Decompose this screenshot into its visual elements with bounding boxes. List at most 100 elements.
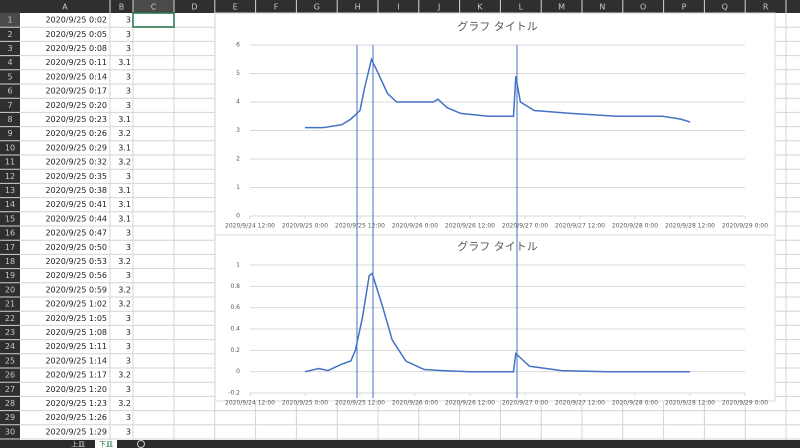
cell: 3: [126, 172, 131, 181]
x-tick-label: 2020/9/26 0:00: [392, 400, 438, 407]
y-tick-label: 0.4: [230, 326, 240, 333]
column-header: K: [477, 3, 483, 12]
row-header: 17: [5, 243, 15, 252]
y-tick-label: 2: [236, 156, 240, 163]
y-tick-label: -0.2: [228, 390, 240, 397]
column-header: A: [62, 3, 68, 12]
cell: 3: [126, 30, 131, 39]
x-tick-label: 2020/9/27 0:00: [502, 400, 548, 407]
cell: 2020/9/25 1:08: [45, 328, 107, 337]
chart-title: グラフ タイトル: [457, 19, 538, 33]
row-header: 10: [5, 143, 15, 152]
cell: 3: [126, 243, 131, 252]
row-header: 1: [7, 16, 12, 25]
y-tick-label: 1: [236, 184, 240, 191]
column-header: I: [397, 3, 399, 12]
cell: 2020/9/25 0:05: [45, 30, 107, 39]
cell: 3: [126, 427, 131, 436]
cell: 2020/9/25 0:56: [45, 271, 107, 280]
row-header: 25: [5, 356, 15, 365]
x-tick-label: 2020/9/25 0:00: [282, 400, 328, 407]
cell: 2020/9/25 1:02: [45, 300, 107, 309]
x-tick-label: 2020/9/26 12:00: [445, 400, 495, 407]
x-tick-label: 2020/9/28 0:00: [612, 400, 658, 407]
cell: 3: [126, 385, 131, 394]
row-header: 26: [5, 371, 15, 380]
x-tick-label: 2020/9/28 0:00: [612, 223, 658, 230]
sheet-tab[interactable]: 上皿: [71, 440, 85, 448]
cell: 3: [126, 101, 131, 110]
cell: 3: [126, 314, 131, 323]
cell: 3.2: [118, 158, 131, 167]
column-header: H: [355, 3, 361, 12]
row-header: 12: [5, 172, 15, 181]
cell: 3.1: [118, 143, 131, 152]
row-header: 5: [7, 72, 12, 81]
y-tick-label: 1: [236, 262, 240, 269]
y-tick-label: 0.8: [230, 283, 240, 290]
cell: 2020/9/25 1:05: [45, 314, 107, 323]
cell: 2020/9/25 1:14: [45, 356, 107, 365]
cell: 2020/9/25 0:47: [45, 229, 107, 238]
cell: 3: [126, 342, 131, 351]
row-header: 9: [7, 129, 12, 138]
column-header: C: [151, 3, 157, 12]
row-header: 16: [5, 229, 15, 238]
x-tick-label: 2020/9/25 12:00: [335, 400, 385, 407]
column-header: O: [640, 3, 646, 12]
row-header: 4: [7, 58, 12, 67]
cell: 3.1: [118, 58, 131, 67]
cell: 3.2: [118, 399, 131, 408]
y-tick-label: 6: [236, 42, 240, 49]
cell: 2020/9/25 1:23: [45, 399, 107, 408]
column-header: D: [191, 3, 197, 12]
x-tick-label: 2020/9/27 12:00: [555, 400, 605, 407]
column-header: E: [233, 3, 238, 12]
row-header: 29: [5, 413, 15, 422]
y-tick-label: 4: [236, 99, 240, 106]
x-tick-label: 2020/9/26 0:00: [392, 223, 438, 230]
cell: 2020/9/25 0:23: [45, 115, 107, 124]
cell: 3.2: [118, 371, 131, 380]
column-header: F: [274, 3, 279, 12]
cell: 2020/9/25 0:53: [45, 257, 107, 266]
data-line: [304, 272, 690, 373]
x-tick-label: 2020/9/27 0:00: [502, 223, 548, 230]
column-header: J: [437, 3, 440, 12]
x-tick-label: 2020/9/27 12:00: [555, 223, 605, 230]
row-header: 15: [5, 214, 15, 223]
active-sheet-tab[interactable]: [95, 440, 117, 448]
row-header: 11: [5, 158, 15, 167]
cell: 2020/9/25 0:41: [45, 200, 107, 209]
row-header: 20: [5, 285, 15, 294]
chart-frame[interactable]: [214, 12, 776, 402]
column-header: B: [119, 3, 125, 12]
row-header: 13: [5, 186, 15, 195]
cell: 2020/9/25 0:20: [45, 101, 107, 110]
y-tick-label: 0.6: [230, 304, 240, 311]
y-tick-label: 3: [236, 127, 240, 134]
y-tick-label: 5: [236, 70, 240, 77]
row-header: 22: [5, 314, 15, 323]
cell: 3.2: [118, 300, 131, 309]
cell: 3.1: [118, 115, 131, 124]
active-cell[interactable]: [132, 12, 175, 28]
column-header: G: [314, 3, 320, 12]
cell: 3: [126, 44, 131, 53]
column-header: Q: [722, 3, 728, 12]
x-tick-label: 2020/9/29 0:00: [722, 400, 768, 407]
selected-row-header: [0, 13, 20, 27]
cell: 2020/9/25 0:29: [45, 143, 107, 152]
cell: 3: [126, 328, 131, 337]
cell: 2020/9/25 0:50: [45, 243, 107, 252]
row-header: 3: [7, 44, 12, 53]
x-tick-label: 2020/9/29 0:00: [722, 223, 768, 230]
cell: 2020/9/25 0:59: [45, 285, 107, 294]
cell: 2020/9/25 1:17: [45, 371, 107, 380]
sheet-tab[interactable]: 下皿: [99, 441, 113, 448]
cell: 3.1: [118, 200, 131, 209]
column-header: N: [599, 3, 605, 12]
cell: 3.1: [118, 186, 131, 195]
cell: 3.2: [118, 285, 131, 294]
